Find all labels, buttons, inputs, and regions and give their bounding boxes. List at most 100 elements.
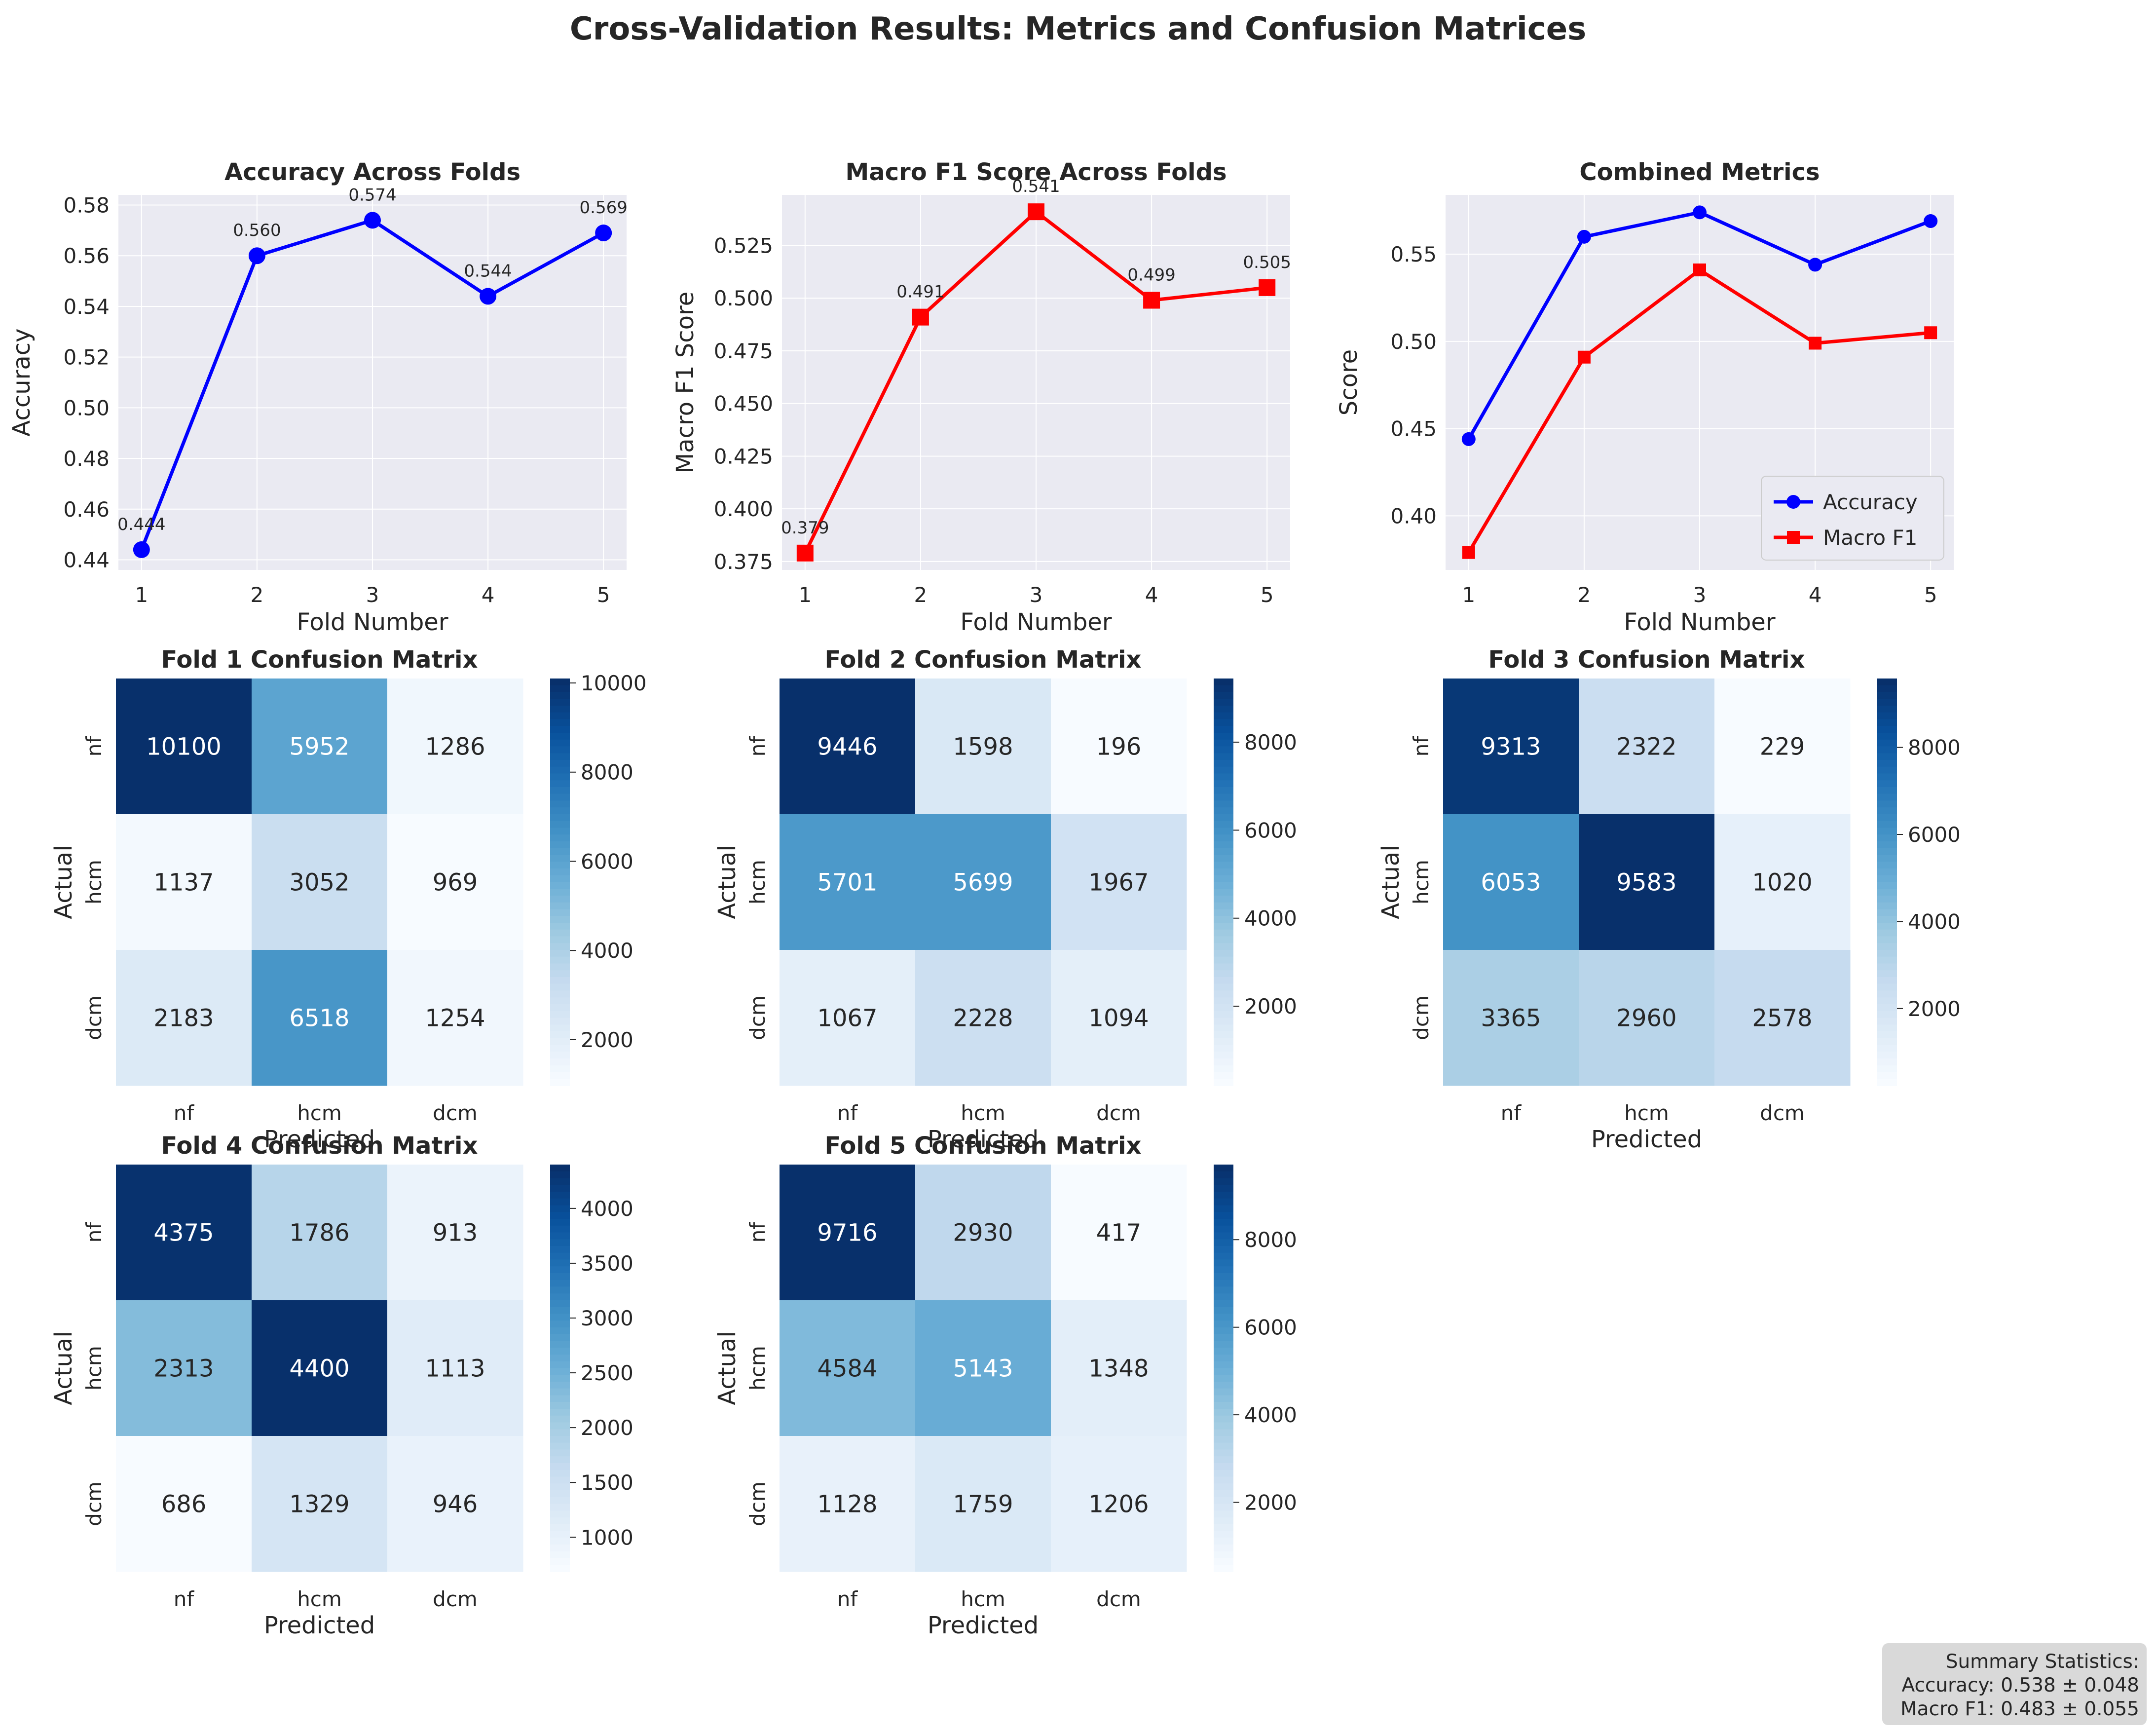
- colorbar-segment: [1877, 787, 1897, 794]
- colorbar-segment: [550, 760, 570, 767]
- colorbar-segment: [550, 990, 570, 998]
- cell-value: 2322: [1616, 733, 1676, 761]
- cell-value: 1254: [425, 1005, 485, 1032]
- colorbar-segment: [1214, 821, 1233, 829]
- colorbar-segment: [1214, 1497, 1233, 1505]
- colorbar-tick-label: 2000: [581, 1416, 633, 1440]
- y-tick-label: dcm: [82, 1481, 106, 1526]
- colorbar-segment: [1214, 1422, 1233, 1430]
- data-label: 0.544: [464, 261, 512, 281]
- colorbar-segment: [1877, 882, 1897, 890]
- colorbar-segment: [550, 1266, 570, 1274]
- colorbar-segment: [550, 950, 570, 957]
- colorbar-segment: [550, 1476, 570, 1484]
- colorbar-segment: [1214, 773, 1233, 781]
- colorbar-segment: [1214, 977, 1233, 984]
- colorbar-segment: [550, 1045, 570, 1053]
- x-axis-label: Predicted: [264, 1612, 375, 1639]
- colorbar-segment: [1877, 997, 1897, 1005]
- data-point: [595, 225, 612, 242]
- heatmap-cell: [387, 1165, 523, 1301]
- data-point: [1461, 432, 1476, 446]
- colorbar-segment: [1214, 1165, 1233, 1172]
- heatmap-cell: [1714, 814, 1851, 950]
- colorbar-segment: [1214, 1031, 1233, 1039]
- colorbar-segment: [1214, 1198, 1233, 1206]
- colorbar-segment: [1877, 936, 1897, 944]
- colorbar-segment: [550, 1538, 570, 1545]
- y-axis-label: Actual: [50, 1331, 77, 1405]
- colorbar-segment: [550, 1517, 570, 1525]
- y-tick-label: 0.45: [1390, 417, 1437, 441]
- colorbar-segment: [550, 1192, 570, 1199]
- colorbar-segment: [550, 1205, 570, 1213]
- cell-value: 10100: [146, 733, 222, 761]
- colorbar-segment: [1877, 862, 1897, 869]
- colorbar-segment: [1877, 1058, 1897, 1066]
- colorbar-segment: [550, 1436, 570, 1443]
- x-tick-label: dcm: [1096, 1101, 1141, 1125]
- summary-box: Summary Statistics: Accuracy: 0.538 ± 0.…: [1882, 1643, 2147, 1725]
- colorbar-segment: [1877, 679, 1897, 686]
- heatmap-cell: [252, 814, 388, 950]
- confusion-matrix-fold-4: 4375 1786 913 2313 4400 1113 686 1329 946 nf nf hcm…: [50, 1132, 633, 1639]
- y-axis-label: Actual: [713, 845, 741, 919]
- colorbar-segment: [1214, 1524, 1233, 1532]
- colorbar-segment: [1214, 685, 1233, 693]
- colorbar-segment: [550, 943, 570, 950]
- colorbar-segment: [1214, 1079, 1233, 1086]
- colorbar-segment: [550, 1341, 570, 1349]
- colorbar-segment: [1214, 875, 1233, 883]
- colorbar-segment: [550, 855, 570, 863]
- colorbar-segment: [1877, 977, 1897, 984]
- y-axis-label: Actual: [50, 845, 77, 919]
- colorbar: 1000 1500 2000 2500 3000 3500 4000: [550, 1165, 633, 1572]
- colorbar-segment: [550, 1259, 570, 1267]
- y-tick-label: 0.58: [63, 193, 110, 218]
- colorbar-segment: [1214, 1442, 1233, 1450]
- colorbar-segment: [550, 1079, 570, 1086]
- colorbar-segment: [1877, 733, 1897, 740]
- x-tick-label: 4: [482, 583, 495, 607]
- colorbar-segment: [1214, 1205, 1233, 1213]
- colorbar-segment: [550, 1293, 570, 1301]
- colorbar-tick-label: 4000: [1244, 1403, 1297, 1427]
- x-tick-label: nf: [837, 1101, 858, 1125]
- cell-value: 1020: [1752, 869, 1812, 897]
- cell-value: 1206: [1088, 1491, 1149, 1518]
- heatmap-cell: [780, 1165, 916, 1301]
- legend-label: Accuracy: [1823, 490, 1918, 514]
- colorbar-tick-label: 2000: [1908, 997, 1961, 1021]
- x-axis-label: Predicted: [928, 1612, 1039, 1639]
- heatmap-cell: [116, 1300, 252, 1436]
- colorbar-segment: [1214, 1361, 1233, 1369]
- x-tick-label: 1: [135, 583, 148, 607]
- summary-line-macro-f1: Macro F1: 0.483 ± 0.055: [1900, 1698, 2139, 1720]
- colorbar-segment: [550, 1504, 570, 1511]
- colorbar-segment: [550, 679, 570, 686]
- colorbar-segment: [1214, 983, 1233, 991]
- colorbar-segment: [1214, 1185, 1233, 1192]
- colorbar-segment: [1877, 909, 1897, 917]
- x-tick-label: 4: [1809, 583, 1822, 607]
- line-chart-2: 0.375 0.400 0.425 0.450 0.475 0.500 0.525 1 2 3 4 5…: [671, 158, 1291, 636]
- colorbar-segment: [1214, 1565, 1233, 1572]
- colorbar-segment: [550, 1038, 570, 1046]
- colorbar-segment: [1877, 712, 1897, 720]
- colorbar-segment: [1877, 943, 1897, 950]
- colorbar-segment: [550, 936, 570, 944]
- colorbar-segment: [1214, 1225, 1233, 1233]
- y-tick-label: 0.525: [714, 233, 773, 258]
- colorbar-segment: [550, 1388, 570, 1396]
- y-tick-label: 0.450: [714, 392, 773, 416]
- colorbar-tick-label: 1500: [581, 1471, 633, 1495]
- colorbar-segment: [1877, 699, 1897, 706]
- x-tick-label: 3: [366, 583, 379, 607]
- data-point: [1808, 258, 1822, 272]
- colorbar-segment: [1214, 1429, 1233, 1436]
- colorbar-segment: [1214, 1545, 1233, 1552]
- heatmap-cell: [915, 1436, 1051, 1572]
- colorbar-segment: [1214, 848, 1233, 856]
- y-tick-label: 0.375: [714, 550, 773, 574]
- cell-value: 9446: [817, 733, 877, 761]
